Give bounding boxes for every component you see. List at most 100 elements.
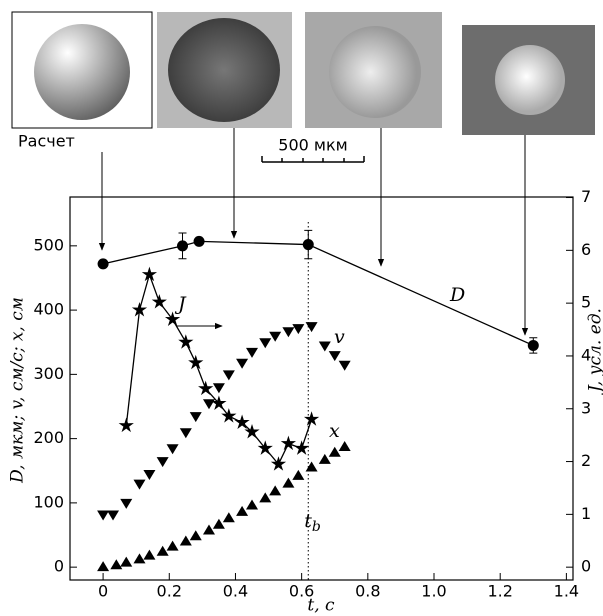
point [338, 440, 351, 451]
photo-caption: Расчет [18, 132, 75, 151]
y-tick-label: 200 [33, 428, 64, 447]
point [222, 512, 235, 523]
point [166, 540, 179, 551]
x-tick-label: 1.2 [487, 582, 512, 601]
y2-tick-label: 7 [581, 187, 591, 206]
point [222, 370, 235, 381]
point [246, 347, 259, 358]
point [178, 334, 194, 349]
point [234, 414, 250, 429]
point [527, 339, 539, 351]
point [282, 477, 295, 488]
point [305, 322, 318, 333]
point [202, 524, 215, 535]
y2-tick-label: 1 [581, 504, 591, 523]
point [202, 399, 215, 410]
point [236, 358, 249, 369]
photo-particle [495, 45, 565, 115]
point [120, 498, 133, 509]
point [280, 435, 297, 451]
tb-sub: b [312, 519, 321, 535]
point [133, 553, 146, 564]
point [118, 417, 134, 433]
point [269, 485, 282, 496]
point [303, 411, 320, 426]
y2-axis-label: J, усл. ед. [586, 308, 603, 395]
point [193, 235, 205, 247]
point [133, 479, 146, 490]
photo-particle [168, 18, 280, 122]
point [143, 469, 156, 480]
x-tick-label: 0 [98, 582, 108, 601]
point [211, 395, 227, 410]
point [156, 545, 169, 556]
tb-text: t [304, 510, 312, 532]
series-label: D [449, 284, 465, 306]
point [177, 240, 189, 252]
y-axis-label: D, мкм; v, см/с; x, см [8, 297, 28, 484]
series-line [102, 240, 534, 347]
y2-tick-label: 4 [581, 345, 591, 364]
point [338, 360, 351, 371]
point [221, 408, 237, 423]
point [156, 457, 169, 468]
y-tick-label: 0 [54, 557, 64, 576]
point [141, 266, 158, 282]
y-tick-label: 500 [33, 235, 64, 254]
photo-sphere [34, 24, 130, 120]
y-tick-label: 400 [33, 300, 64, 319]
point [236, 505, 249, 516]
scale-bar [261, 156, 365, 163]
point [179, 428, 192, 439]
point [244, 423, 260, 439]
x-axis-label: t, с [307, 596, 335, 616]
x-tick-label: 0.2 [157, 582, 182, 601]
photo-particle [329, 26, 421, 118]
x-tick-label: 1.0 [421, 582, 446, 601]
y2-tick-label: 5 [581, 293, 591, 312]
point [270, 456, 287, 471]
series-label: J [174, 293, 187, 315]
point [97, 510, 110, 521]
point [143, 549, 156, 560]
x-tick-label: 0.6 [289, 582, 314, 601]
y2-tick-label: 6 [581, 240, 591, 259]
point [318, 341, 331, 352]
point [166, 444, 179, 455]
point [198, 380, 214, 396]
point [292, 324, 305, 335]
point [328, 446, 341, 457]
point [259, 492, 272, 503]
scale-bar-label: 500 мкм [278, 136, 347, 155]
point [97, 258, 109, 270]
point [259, 338, 272, 349]
point [318, 453, 331, 464]
point [302, 239, 314, 251]
point [189, 530, 202, 541]
point [257, 440, 273, 455]
point [294, 440, 310, 455]
y-tick-label: 100 [33, 492, 64, 511]
point [212, 518, 225, 529]
point [269, 331, 282, 342]
x-tick-label: 0.8 [355, 582, 380, 601]
point [164, 311, 181, 326]
point [110, 559, 123, 570]
y2-tick-label: 0 [581, 557, 591, 576]
point [188, 354, 204, 370]
plot-frame [69, 196, 574, 581]
point [120, 556, 133, 567]
series-line [125, 272, 313, 466]
y-tick-label: 300 [33, 364, 64, 383]
point [246, 499, 259, 510]
point [151, 294, 167, 309]
photos [11, 11, 595, 135]
point [212, 383, 225, 394]
x-tick-label: 1.4 [554, 582, 579, 601]
point [328, 351, 341, 362]
point [282, 327, 295, 338]
point [179, 535, 192, 546]
y2-tick-label: 2 [581, 451, 591, 470]
tb-label: tb [304, 510, 321, 535]
